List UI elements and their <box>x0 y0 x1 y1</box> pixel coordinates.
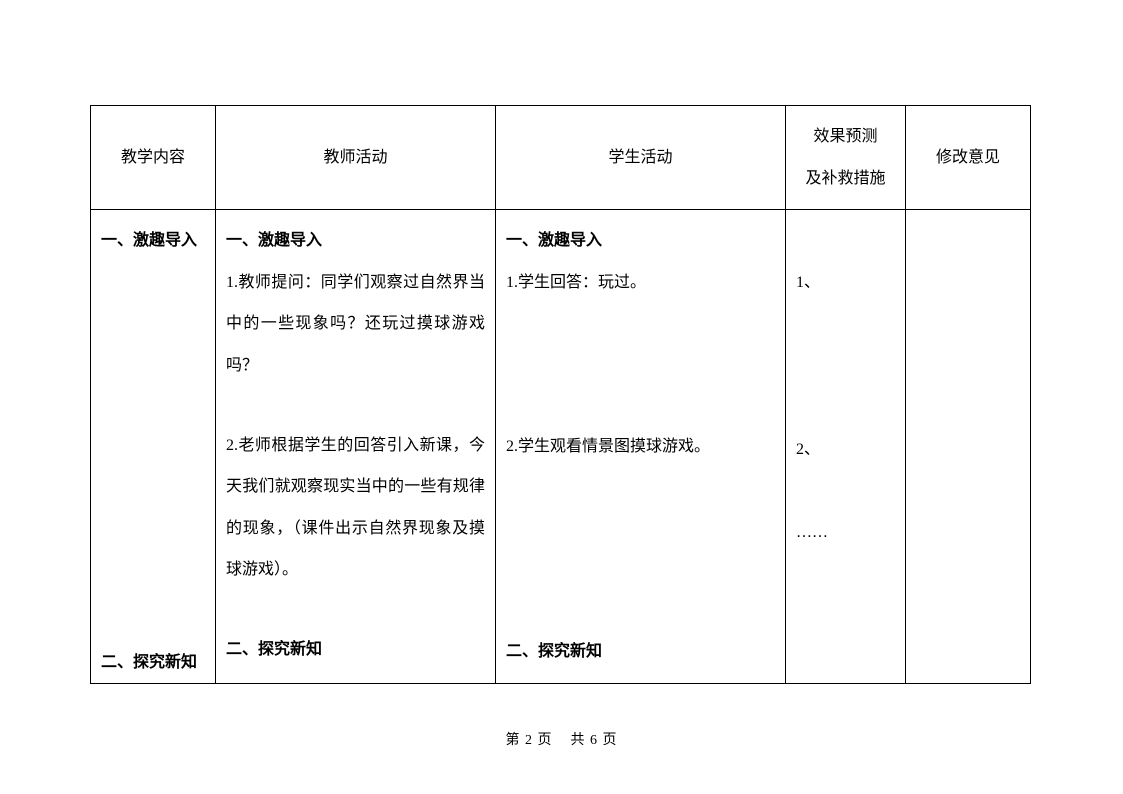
cell-teacher-activity: 一、激趣导入 1.教师提问：同学们观察过自然界当中的一些现象吗？还玩过摸球游戏吗… <box>216 210 496 684</box>
header-revision: 修改意见 <box>906 106 1031 210</box>
table-header-row: 教学内容 教师活动 学生活动 效果预测 及补救措施 修改意见 <box>91 106 1031 210</box>
footer-page-total: 共 6 页 <box>571 733 618 748</box>
header-effect-prediction: 效果预测 及补救措施 <box>786 106 906 210</box>
document-page: 教学内容 教师活动 学生活动 效果预测 及补救措施 修改意见 一、激趣导入 二、… <box>0 0 1123 794</box>
effect-p1: 1、 <box>796 262 895 304</box>
cell-revision <box>906 210 1031 684</box>
header-teaching-content: 教学内容 <box>91 106 216 210</box>
header-student-activity: 学生活动 <box>496 106 786 210</box>
header-effect-line2: 及补救措施 <box>792 158 899 200</box>
teacher-section1-p2: 2.老师根据学生的回答引入新课，今天我们就观察现实当中的一些有规律的现象，（课件… <box>226 425 485 591</box>
page-footer: 第 2 页 共 6 页 <box>0 729 1123 749</box>
footer-page-current: 第 2 页 <box>506 733 553 748</box>
lesson-plan-table: 教学内容 教师活动 学生活动 效果预测 及补救措施 修改意见 一、激趣导入 二、… <box>90 105 1031 684</box>
cell-student-activity: 一、激趣导入 1.学生回答：玩过。 2.学生观看情景图摸球游戏。 二、探究新知 <box>496 210 786 684</box>
content-section2-title: 二、探究新知 <box>101 642 205 684</box>
student-section1-p1: 1.学生回答：玩过。 <box>506 262 775 304</box>
table-body-row: 一、激趣导入 二、探究新知 一、激趣导入 1.教师提问：同学们观察过自然界当中的… <box>91 210 1031 684</box>
teacher-section2-title: 二、探究新知 <box>226 629 485 671</box>
effect-p3: …… <box>796 512 895 554</box>
student-section1-p2: 2.学生观看情景图摸球游戏。 <box>506 426 775 468</box>
cell-effect-prediction: 1、 2、 …… <box>786 210 906 684</box>
student-section1-title: 一、激趣导入 <box>506 220 775 262</box>
teacher-section1-title: 一、激趣导入 <box>226 220 485 262</box>
teacher-section1-p1: 1.教师提问：同学们观察过自然界当中的一些现象吗？还玩过摸球游戏吗？ <box>226 262 485 387</box>
header-effect-line1: 效果预测 <box>792 116 899 158</box>
cell-teaching-content: 一、激趣导入 二、探究新知 <box>91 210 216 684</box>
student-section2-title: 二、探究新知 <box>506 631 775 673</box>
content-section1-title: 一、激趣导入 <box>101 220 205 262</box>
effect-p2: 2、 <box>796 429 895 471</box>
header-teacher-activity: 教师活动 <box>216 106 496 210</box>
